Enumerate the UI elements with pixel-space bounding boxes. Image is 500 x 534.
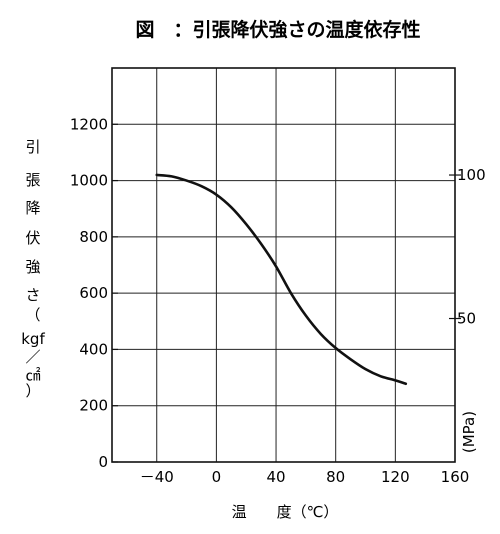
plot-frame [111, 67, 456, 463]
y-axis-label-char: 引 [25, 138, 40, 156]
grid [112, 68, 455, 462]
y-tick-label: 400 [79, 340, 108, 358]
x-tick-label: 80 [326, 468, 345, 486]
y2-tick-label: 50 [457, 310, 476, 328]
x-tick-label: 120 [381, 468, 410, 486]
y-tick-label: 600 [79, 284, 108, 302]
x-axis-label: 温 度（℃） [232, 503, 339, 521]
x-tick-label: 160 [441, 468, 470, 486]
y-axis-label-char: 強 [25, 258, 40, 276]
y-axis-label-char: ／ [25, 348, 40, 366]
x-tick-label: 0 [212, 468, 222, 486]
y-tick-label: 1000 [70, 172, 108, 190]
y-tick-label: 1200 [70, 115, 108, 133]
x-tick-label: 40 [266, 468, 285, 486]
series-group [155, 173, 408, 386]
y-axis-label-char: kgf [21, 330, 45, 348]
y-axis-label-char: ㎠ [25, 366, 40, 384]
y-axis-label-char: 降 [25, 199, 40, 217]
y-tick-label: 800 [79, 228, 108, 246]
y-axis-label-char: 伏 [25, 229, 40, 247]
y-axis-label: 引張降伏強さ （ kgf／㎠） [21, 138, 45, 400]
chart-title: 図 ：引張降伏強さの温度依存性 [135, 18, 420, 41]
y-tick-label: 0 [98, 453, 108, 471]
y-tick-label: 200 [79, 397, 108, 415]
y-axis-label-char: 張 [25, 171, 40, 189]
axis-ticks: －40 0 40 80 120 160 0 200 400 600 800 1000 1200 50 100 [70, 115, 486, 486]
series-line [155, 173, 408, 386]
x-tick-label: －40 [140, 468, 174, 486]
y-axis-label-char: ） [25, 382, 40, 400]
y-axis-label-char: さ [25, 286, 40, 304]
y2-axis-label: (MPa) [460, 411, 478, 453]
y-axis-label-char: （ [25, 306, 40, 324]
y2-tick-label: 100 [457, 166, 486, 184]
